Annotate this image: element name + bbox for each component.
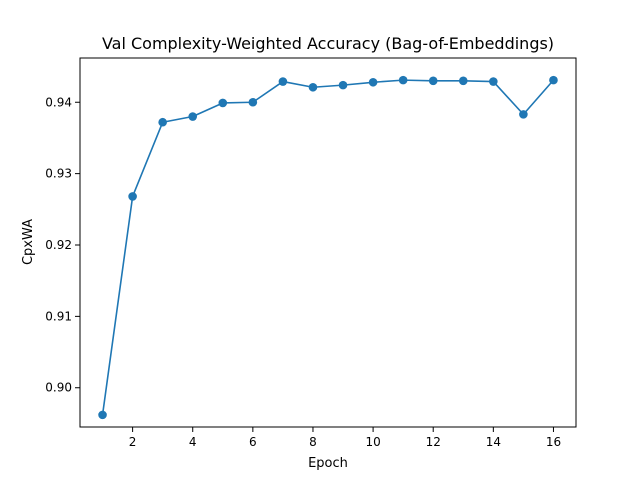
data-point bbox=[428, 76, 438, 86]
data-point bbox=[368, 77, 378, 87]
chart-title: Val Complexity-Weighted Accuracy (Bag-of… bbox=[102, 34, 554, 53]
data-point bbox=[278, 77, 288, 86]
data-point bbox=[128, 192, 137, 201]
x-tick-label: 2 bbox=[129, 435, 137, 449]
x-tick-label: 6 bbox=[249, 435, 257, 449]
data-point bbox=[458, 76, 468, 86]
x-tick-label: 16 bbox=[546, 435, 561, 449]
data-point bbox=[549, 75, 558, 85]
plot-area bbox=[98, 75, 558, 420]
y-tick-label: 0.91 bbox=[45, 309, 72, 323]
y-tick-label: 0.90 bbox=[45, 381, 72, 395]
y-tick-label: 0.93 bbox=[45, 167, 72, 181]
axis-ticks: 2 4 6 8 10 12 14 16 0.90 0.91 0.92 0.93 0.94 bbox=[45, 95, 561, 449]
y-tick-label: 0.92 bbox=[45, 238, 72, 252]
axes-frame bbox=[79, 57, 577, 428]
x-tick-label: 10 bbox=[365, 435, 380, 449]
data-point bbox=[248, 97, 258, 107]
data-point bbox=[218, 98, 228, 108]
data-point bbox=[519, 110, 528, 119]
x-axis-label: Epoch bbox=[308, 456, 348, 471]
x-tick-label: 4 bbox=[189, 435, 197, 449]
data-point bbox=[489, 77, 498, 86]
y-axis-label: CpxWA bbox=[21, 219, 36, 265]
series-line bbox=[101, 79, 555, 415]
data-point bbox=[158, 117, 167, 127]
y-tick-label: 0.94 bbox=[45, 95, 72, 109]
x-tick-label: 12 bbox=[426, 435, 441, 449]
data-point bbox=[308, 82, 318, 92]
data-point bbox=[398, 75, 408, 85]
data-point bbox=[188, 112, 198, 121]
x-tick-label: 14 bbox=[486, 435, 501, 449]
x-tick-label: 8 bbox=[309, 435, 317, 449]
data-point bbox=[98, 410, 107, 420]
data-point bbox=[338, 80, 348, 90]
